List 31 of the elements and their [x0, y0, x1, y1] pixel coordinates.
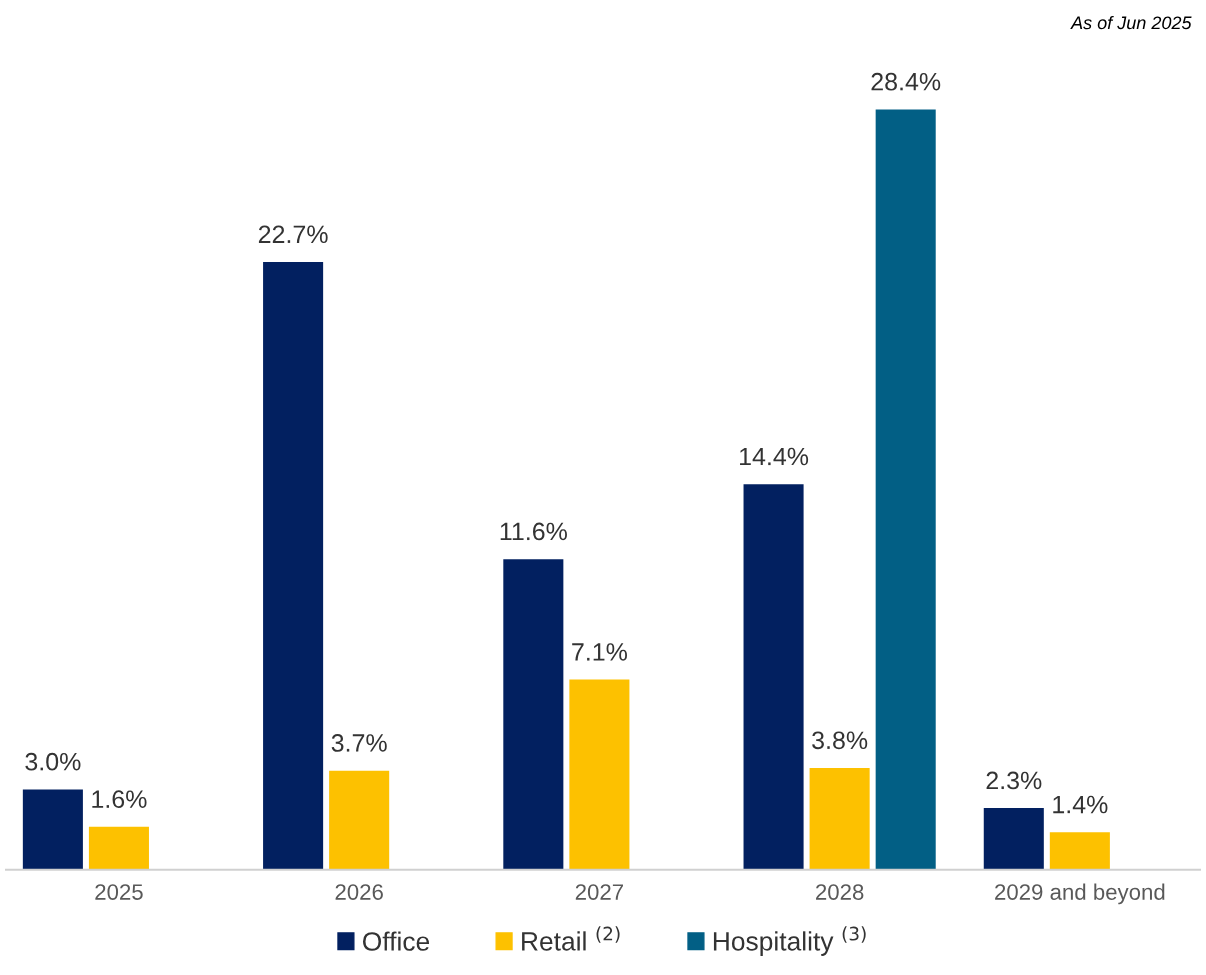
bar — [875, 109, 936, 870]
bar — [88, 826, 149, 870]
bar — [329, 770, 390, 870]
data-label: 1.4% — [1053, 795, 1108, 814]
data-label: 3.7% — [331, 734, 387, 752]
bar — [263, 261, 324, 870]
legend-label: Retail $^{(2)}$ — [522, 926, 620, 951]
bar — [22, 789, 83, 870]
bar — [809, 767, 870, 870]
data-label: 3.8% — [812, 731, 868, 750]
bar — [983, 808, 1044, 870]
bar — [503, 559, 564, 870]
data-label: 28.4% — [871, 72, 941, 91]
x-tick-label: 2028 — [816, 884, 864, 900]
bar — [743, 484, 804, 870]
data-label: 22.7% — [258, 225, 328, 244]
data-label: 14.4% — [740, 447, 809, 466]
legend-label: Hospitality $^{(3)}$ — [713, 926, 866, 956]
legend-label: Office — [363, 931, 430, 951]
bar — [1049, 832, 1110, 870]
text: As of Jun 2025 — [1070, 15, 1192, 30]
data-label: 2.3% — [986, 771, 1042, 790]
x-tick-label: 2026 — [335, 884, 383, 900]
data-label: 1.6% — [92, 790, 147, 809]
x-tick-label: 2025 — [95, 884, 143, 900]
x-tick-label: 2029 and beyond — [995, 883, 1165, 905]
data-label: 3.0% — [25, 752, 81, 771]
x-tick-label: 2027 — [575, 884, 623, 900]
bar — [569, 679, 630, 870]
data-label: 7.1% — [572, 643, 627, 661]
data-label: 11.6% — [500, 522, 567, 541]
